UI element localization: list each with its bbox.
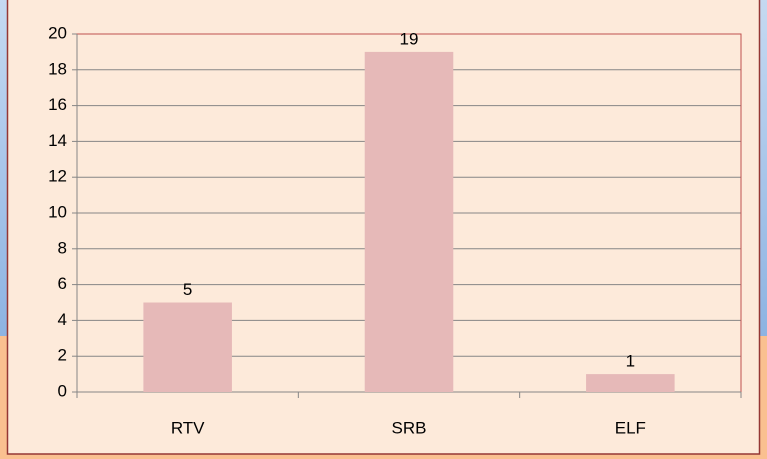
y-tick-label: 6 [58, 274, 67, 293]
y-tick-label: 2 [58, 346, 67, 365]
y-tick-label: 16 [48, 95, 67, 114]
y-tick-label: 0 [58, 381, 67, 400]
y-tick-label: 8 [58, 238, 67, 257]
x-tick-label: RTV [171, 418, 205, 437]
bar [143, 302, 232, 392]
bar [586, 374, 675, 392]
data-label: 19 [400, 29, 419, 48]
x-tick-label: ELF [615, 418, 646, 437]
data-label: 5 [183, 280, 192, 299]
bar [364, 51, 454, 393]
y-tick-label: 18 [48, 59, 67, 78]
y-tick-label: 10 [48, 202, 67, 221]
x-tick-label: SRB [392, 418, 427, 437]
data-label: 1 [626, 352, 635, 371]
y-tick-label: 14 [48, 131, 67, 150]
y-tick-label: 20 [48, 23, 67, 42]
y-tick-label: 12 [48, 167, 67, 186]
y-tick-label: 4 [58, 310, 67, 329]
